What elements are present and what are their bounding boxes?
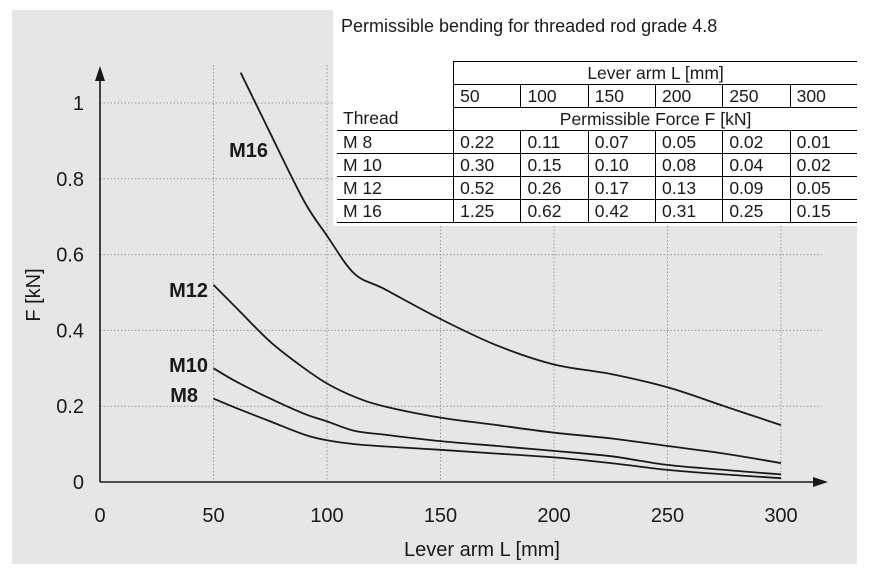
series-label-m8: M8 <box>170 385 198 407</box>
force-cell: 0.08 <box>655 153 723 177</box>
force-cell: 0.25 <box>722 199 791 223</box>
lever-value-cell: 100 <box>520 84 589 108</box>
force-cell: 1.25 <box>453 199 521 223</box>
force-cell: 0.04 <box>722 153 791 177</box>
y-axis-arrow <box>95 66 105 81</box>
y-axis-label: F [kN] <box>23 268 45 321</box>
table-header-force: Thread Permissible Force F [kN] <box>337 107 857 131</box>
table-header-lever: Lever arm L [mm] <box>337 61 857 85</box>
lever-value-cell: 50 <box>453 84 521 108</box>
thread-cell: M 12 <box>337 176 454 200</box>
lever-value-cell: 200 <box>655 84 723 108</box>
force-table-panel: Permissible bending for threaded rod gra… <box>333 8 857 226</box>
table-row: M 16 1.25 0.62 0.42 0.31 0.25 0.15 <box>337 199 857 223</box>
y-tick-label: 1 <box>73 93 84 115</box>
force-header: Permissible Force F [kN] <box>453 107 857 131</box>
x-axis-arrow <box>813 477 828 487</box>
force-cell: 0.30 <box>453 153 521 177</box>
table-header-lever-values: 50 100 150 200 250 300 <box>337 84 857 108</box>
force-cell: 0.05 <box>789 176 857 200</box>
table-row: M 10 0.30 0.15 0.10 0.08 0.04 0.02 <box>337 153 857 177</box>
table-row: M 12 0.52 0.26 0.17 0.13 0.09 0.05 <box>337 176 857 200</box>
series-line-m16 <box>239 72 782 426</box>
thread-cell: M 10 <box>337 153 454 177</box>
y-tick-label: 0.2 <box>56 396 84 418</box>
x-tick-label: 200 <box>537 505 570 527</box>
y-tick-label: 0 <box>73 472 84 494</box>
force-cell: 0.31 <box>655 199 723 223</box>
force-cell: 0.10 <box>587 153 656 177</box>
series-line-m12 <box>212 284 782 464</box>
force-cell: 0.05 <box>655 130 723 154</box>
force-cell: 0.13 <box>655 176 723 200</box>
lever-value-cell: 300 <box>789 84 857 108</box>
force-table: Lever arm L [mm] 50 100 150 200 250 300 … <box>337 61 857 223</box>
lever-value-cell: 150 <box>587 84 656 108</box>
series-line-m10 <box>213 367 782 476</box>
thread-header: Thread <box>337 107 454 131</box>
force-cell: 0.02 <box>722 130 791 154</box>
y-tick-label: 0.6 <box>56 245 84 267</box>
x-tick-label: 100 <box>310 505 343 527</box>
x-tick-label: 50 <box>202 505 224 527</box>
series-line-m8 <box>213 397 782 480</box>
force-cell: 0.01 <box>789 130 857 154</box>
force-cell: 0.15 <box>789 199 857 223</box>
x-tick-label: 0 <box>94 505 105 527</box>
force-cell: 0.22 <box>453 130 521 154</box>
x-tick-label: 250 <box>651 505 684 527</box>
series-label-m12: M12 <box>169 280 208 302</box>
table-corner-cell <box>337 62 454 85</box>
x-tick-label: 300 <box>764 505 797 527</box>
force-cell: 0.15 <box>520 153 589 177</box>
force-cell: 0.17 <box>587 176 656 200</box>
force-cell: 0.07 <box>587 130 656 154</box>
table-corner-cell <box>337 85 454 108</box>
series-label-m10: M10 <box>169 355 208 377</box>
thread-cell: M 8 <box>337 130 454 154</box>
force-cell: 0.02 <box>789 153 857 177</box>
force-cell: 0.62 <box>520 199 589 223</box>
x-axis-label: Lever arm L [mm] <box>404 539 560 561</box>
force-cell: 0.11 <box>520 130 589 154</box>
series-label-m16: M16 <box>229 140 268 162</box>
lever-value-cell: 250 <box>722 84 791 108</box>
table-row: M 8 0.22 0.11 0.07 0.05 0.02 0.01 <box>337 130 857 154</box>
x-tick-label: 150 <box>424 505 457 527</box>
thread-cell: M 16 <box>337 199 454 223</box>
force-cell: 0.09 <box>722 176 791 200</box>
lever-arm-header: Lever arm L [mm] <box>453 61 857 85</box>
table-title: Permissible bending for threaded rod gra… <box>341 16 718 36</box>
force-cell: 0.42 <box>587 199 656 223</box>
force-cell: 0.52 <box>453 176 521 200</box>
y-tick-label: 0.4 <box>56 320 84 342</box>
force-cell: 0.26 <box>520 176 589 200</box>
y-tick-label: 0.8 <box>56 169 84 191</box>
